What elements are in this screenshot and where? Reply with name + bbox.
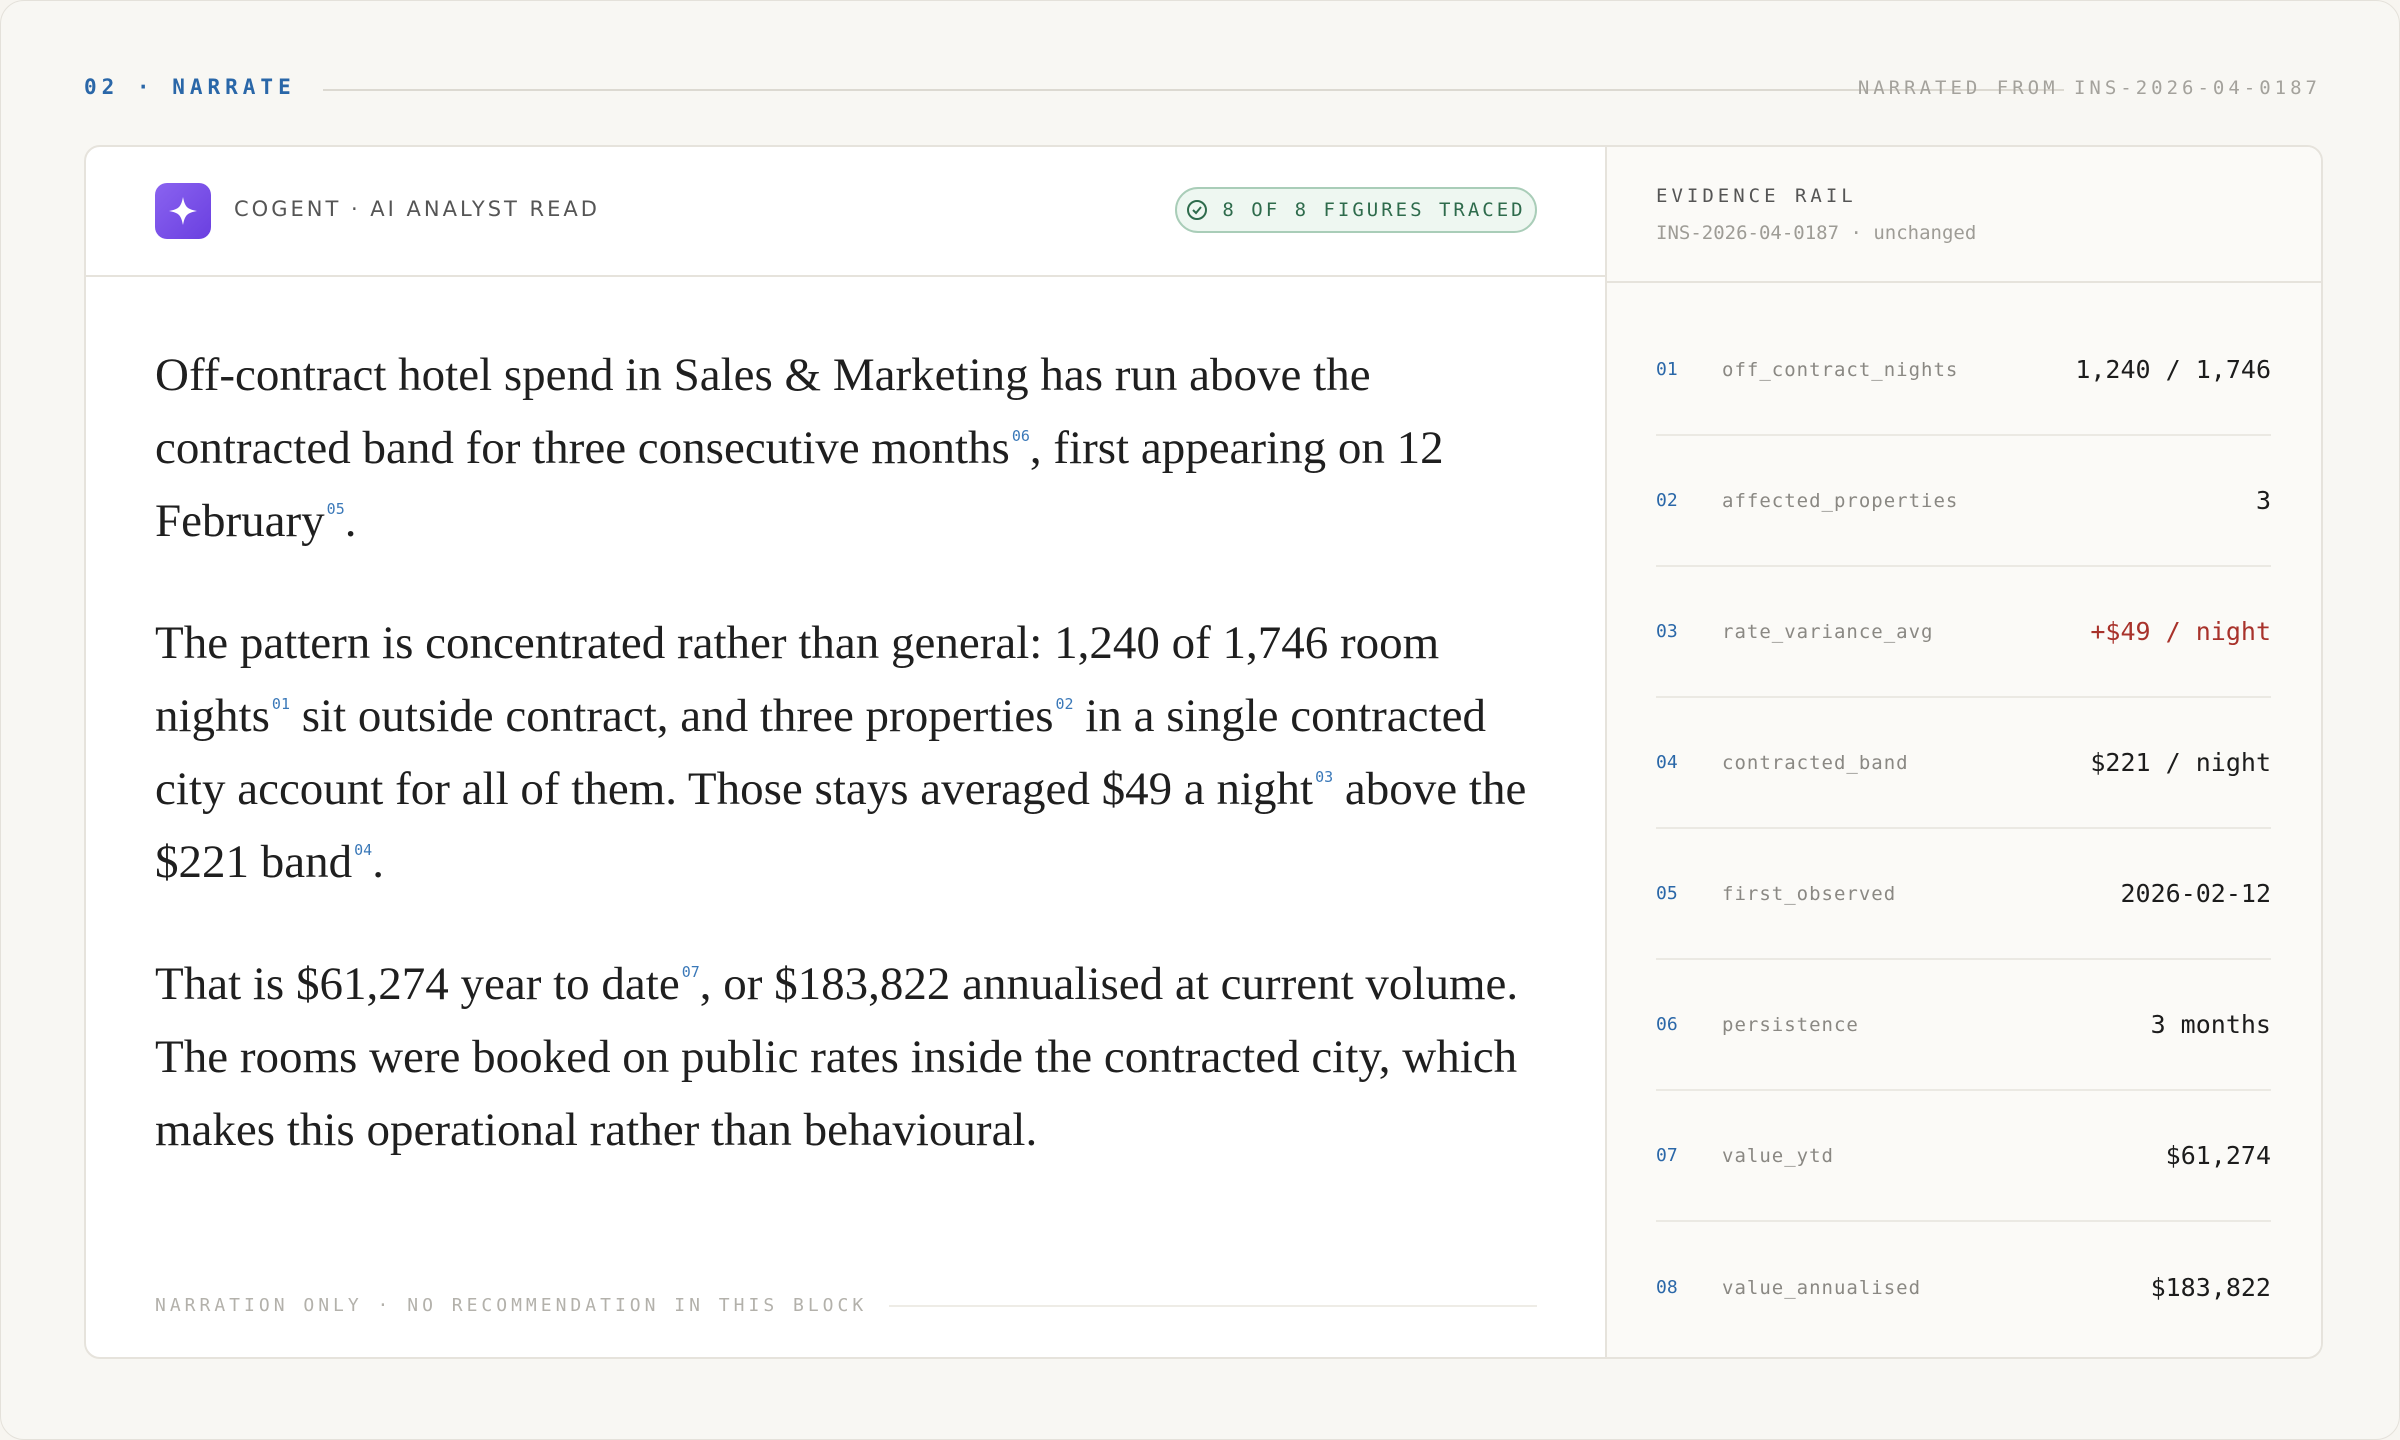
evidence-value: $183,822 (2150, 1273, 2271, 1302)
citation-ref: 05 (326, 500, 345, 518)
evidence-key: off_contract_nights (1722, 358, 1959, 381)
evidence-value: 2026-02-12 (2120, 879, 2271, 908)
footnote: NARRATION ONLY · NO RECOMMENDATION IN TH… (155, 1295, 1537, 1316)
paragraph-text: sit outside contract, and three properti… (289, 690, 1054, 742)
header-rule (323, 89, 2064, 91)
paragraph-text: The pattern is concentrated rather than … (155, 617, 1440, 742)
citation-ref: 06 (1011, 427, 1030, 445)
paragraph-text: above the $221 band (155, 763, 1527, 888)
paragraph-text: Off-contract hotel spend in Sales & Mark… (155, 349, 1371, 474)
evidence-number: 01 (1656, 359, 1678, 380)
evidence-value: 3 (2255, 486, 2271, 515)
evidence-value: +$49 / night (2090, 617, 2271, 646)
evidence-row: 04 contracted_band $221 / night (1656, 698, 2271, 829)
footnote-rule (889, 1304, 1537, 1307)
rail-subtitle: INS-2026-04-0187 · unchanged (1656, 222, 1977, 244)
section-label: 02 · NARRATE (84, 75, 296, 99)
paragraph: Off-contract hotel spend in Sales & Mark… (155, 339, 1545, 558)
evidence-number: 06 (1656, 1014, 1678, 1035)
evidence-rail: EVIDENCE RAIL INS-2026-04-0187 · unchang… (1607, 147, 2321, 1357)
evidence-key: contracted_band (1722, 751, 1909, 774)
trace-badge: 8 OF 8 FIGURES TRACED (1175, 187, 1537, 233)
evidence-number: 08 (1656, 1277, 1678, 1298)
logo-icon (169, 197, 197, 225)
paragraph-text: in a single contracted city account for … (155, 690, 1486, 815)
footnote-text: NARRATION ONLY · NO RECOMMENDATION IN TH… (155, 1295, 868, 1316)
evidence-key: first_observed (1722, 882, 1897, 905)
paragraphs: Off-contract hotel spend in Sales & Mark… (155, 339, 1545, 1216)
evidence-row: 01 off_contract_nights 1,240 / 1,746 (1656, 305, 2271, 436)
card-header: COGENT · AI ANALYST READ 8 OF 8 FIGURES … (86, 147, 1605, 277)
evidence-value: $61,274 (2165, 1141, 2271, 1170)
paragraph-text: That is $61,274 year to date (155, 958, 680, 1010)
evidence-number: 03 (1656, 621, 1678, 642)
card: COGENT · AI ANALYST READ 8 OF 8 FIGURES … (84, 145, 2323, 1359)
evidence-row: 05 first_observed 2026-02-12 (1656, 829, 2271, 960)
brand: COGENT · AI ANALYST READ (234, 197, 600, 221)
evidence-key: value_annualised (1722, 1276, 1922, 1299)
evidence-key: rate_variance_avg (1722, 620, 1934, 643)
evidence-number: 04 (1656, 752, 1678, 773)
rail-header: EVIDENCE RAIL INS-2026-04-0187 · unchang… (1607, 147, 2321, 283)
evidence-row: 03 rate_variance_avg +$49 / night (1656, 567, 2271, 698)
evidence-row: 07 value_ytd $61,274 (1656, 1091, 2271, 1222)
check-icon (1187, 200, 1208, 220)
evidence-number: 05 (1656, 883, 1678, 904)
paragraph-text: , or $183,822 annualised at current volu… (155, 958, 1519, 1156)
evidence-key: persistence (1722, 1013, 1859, 1036)
paragraph: That is $61,274 year to date 07, or $183,… (155, 948, 1545, 1167)
logo (155, 183, 211, 239)
evidence-row: 02 affected_properties 3 (1656, 436, 2271, 567)
citation-ref: 03 (1315, 768, 1334, 786)
citation-ref: 02 (1055, 695, 1074, 713)
evidence-value: 1,240 / 1,746 (2075, 355, 2271, 384)
evidence-number: 07 (1656, 1145, 1678, 1166)
citation-ref: 07 (681, 963, 700, 981)
narration: COGENT · AI ANALYST READ 8 OF 8 FIGURES … (86, 147, 1607, 1357)
paragraph-text: , first appearing on 12 February (155, 422, 1444, 547)
badge-text: 8 OF 8 FIGURES TRACED (1222, 199, 1526, 221)
citation-ref: 04 (354, 841, 373, 859)
paragraph-text: . (372, 836, 384, 888)
paragraph: The pattern is concentrated rather than … (155, 607, 1545, 899)
rail-title: EVIDENCE RAIL (1656, 185, 1857, 207)
citation-ref: 01 (271, 695, 290, 713)
paragraph-text: . (344, 495, 357, 547)
evidence-key: value_ytd (1722, 1144, 1834, 1167)
evidence-row: 08 value_annualised $183,822 (1656, 1222, 2271, 1353)
source-label: NARRATED FROM INS-2026-04-0187 (1857, 77, 2321, 99)
evidence-value: 3 months (2150, 1010, 2271, 1039)
evidence-key: affected_properties (1722, 489, 1959, 512)
evidence-number: 02 (1656, 490, 1678, 511)
evidence-value: $221 / night (2090, 748, 2271, 777)
evidence-row: 06 persistence 3 months (1656, 960, 2271, 1091)
